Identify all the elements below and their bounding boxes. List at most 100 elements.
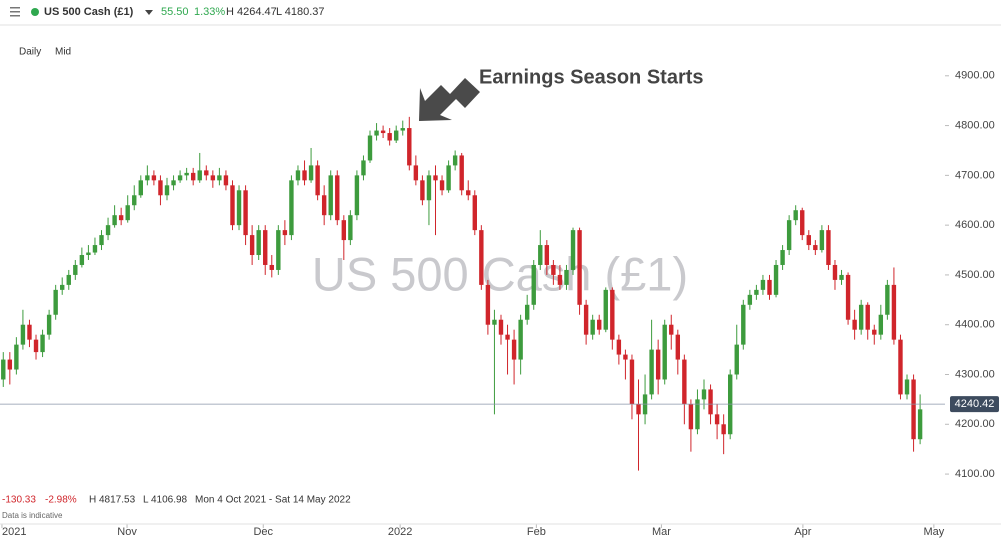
y-tick-label: 4500.00	[955, 269, 995, 281]
x-tick-label: Apr	[794, 526, 811, 538]
candle-body	[492, 319, 497, 325]
candle-body	[688, 404, 694, 430]
candle-body	[263, 230, 268, 265]
candle-body	[1, 359, 6, 380]
candle-body	[669, 324, 674, 335]
candle-body	[33, 339, 39, 353]
change: 55.50	[161, 6, 189, 18]
candle-body	[826, 230, 831, 265]
candle-body	[721, 424, 726, 435]
candle-body	[361, 160, 366, 176]
candle-body	[426, 175, 432, 201]
annotation: Earnings Season Starts	[479, 66, 704, 88]
candle-body	[655, 349, 661, 380]
candle-body	[14, 344, 19, 370]
candle-body	[321, 195, 327, 216]
candle-body	[46, 314, 52, 335]
last-price-box	[950, 396, 999, 413]
x-tick-label: 2021	[2, 526, 26, 538]
candle-body	[315, 165, 320, 196]
candle-body	[852, 319, 857, 330]
candle-body	[511, 339, 517, 360]
candle-body	[557, 274, 563, 285]
candle-body	[518, 319, 523, 360]
candle-body	[236, 190, 242, 226]
x-tick-label: Mar	[652, 526, 671, 538]
interval[interactable]: Daily	[19, 47, 41, 58]
candle-body	[184, 172, 189, 176]
candle-body	[439, 180, 445, 191]
candle-body	[701, 389, 707, 400]
candle-body	[276, 230, 281, 270]
candle-body	[289, 180, 294, 236]
candle-body	[754, 289, 759, 295]
candle-body	[204, 170, 209, 176]
candle-body	[590, 319, 595, 335]
footer-note: Data is indicative	[2, 511, 63, 520]
y-tick-label: 4300.00	[955, 368, 995, 380]
candle-body	[714, 414, 720, 425]
y-tick-label: 4600.00	[955, 219, 995, 231]
candle-body	[86, 252, 91, 256]
candle-body	[767, 279, 772, 295]
candle-body	[904, 379, 910, 395]
y-tick-label: 4200.00	[955, 418, 995, 430]
candle-body	[99, 235, 104, 246]
candle-body	[341, 220, 347, 241]
watermark: US 500 Cash (£1)	[312, 247, 688, 300]
candle-body	[780, 250, 785, 265]
candle-body	[583, 304, 589, 335]
candle-body	[40, 334, 45, 353]
candle-body	[256, 230, 261, 256]
candle-body	[112, 215, 117, 226]
candle-body	[858, 304, 864, 330]
y-tick-label: 4900.00	[955, 70, 995, 82]
y-tick-label: 4800.00	[955, 119, 995, 131]
candle-body	[217, 175, 222, 181]
candle-body	[177, 175, 183, 181]
candle-body	[433, 175, 438, 181]
price-type[interactable]: Mid	[55, 47, 71, 58]
candle-body	[125, 205, 130, 221]
candle-body	[845, 274, 851, 320]
footer-change-pct: -2.98%	[45, 495, 77, 506]
candle-body	[302, 170, 307, 181]
candle-body	[197, 170, 202, 181]
menu-icon[interactable]	[10, 7, 20, 17]
candle-body	[230, 185, 235, 226]
candle-body	[60, 284, 65, 290]
candle-body	[367, 135, 373, 161]
candle-body	[577, 230, 582, 305]
candle-body	[629, 359, 635, 405]
candle-body	[911, 379, 916, 440]
candle-body	[118, 215, 124, 221]
candle-body	[472, 195, 477, 231]
candle-body	[20, 324, 26, 345]
x-tick-label: Dec	[253, 526, 273, 538]
candle-body	[380, 130, 386, 134]
candle-body	[394, 130, 399, 141]
candle-body	[269, 264, 274, 270]
candle-body	[145, 175, 150, 181]
candle-body	[459, 155, 464, 191]
candle-body	[695, 399, 700, 430]
x-tick-label: Nov	[117, 526, 137, 538]
y-tick-label: 4400.00	[955, 319, 995, 331]
candle-body	[832, 264, 838, 280]
candle-body	[747, 294, 753, 305]
change-pct: 1.33%	[194, 6, 225, 18]
candle-body	[662, 324, 667, 380]
candle-body	[66, 274, 71, 285]
candle-body	[623, 354, 628, 360]
candle-body	[485, 284, 491, 325]
candle-body	[466, 190, 471, 196]
candle-body	[420, 180, 425, 201]
symbol[interactable]: US 500 Cash (£1)	[44, 6, 134, 18]
dropdown-caret[interactable]	[145, 10, 153, 15]
candle-body	[7, 359, 13, 370]
x-tick-label: 2022	[388, 526, 412, 538]
candle-body	[786, 220, 792, 251]
candle-body	[498, 319, 504, 335]
candle-body	[597, 319, 602, 330]
